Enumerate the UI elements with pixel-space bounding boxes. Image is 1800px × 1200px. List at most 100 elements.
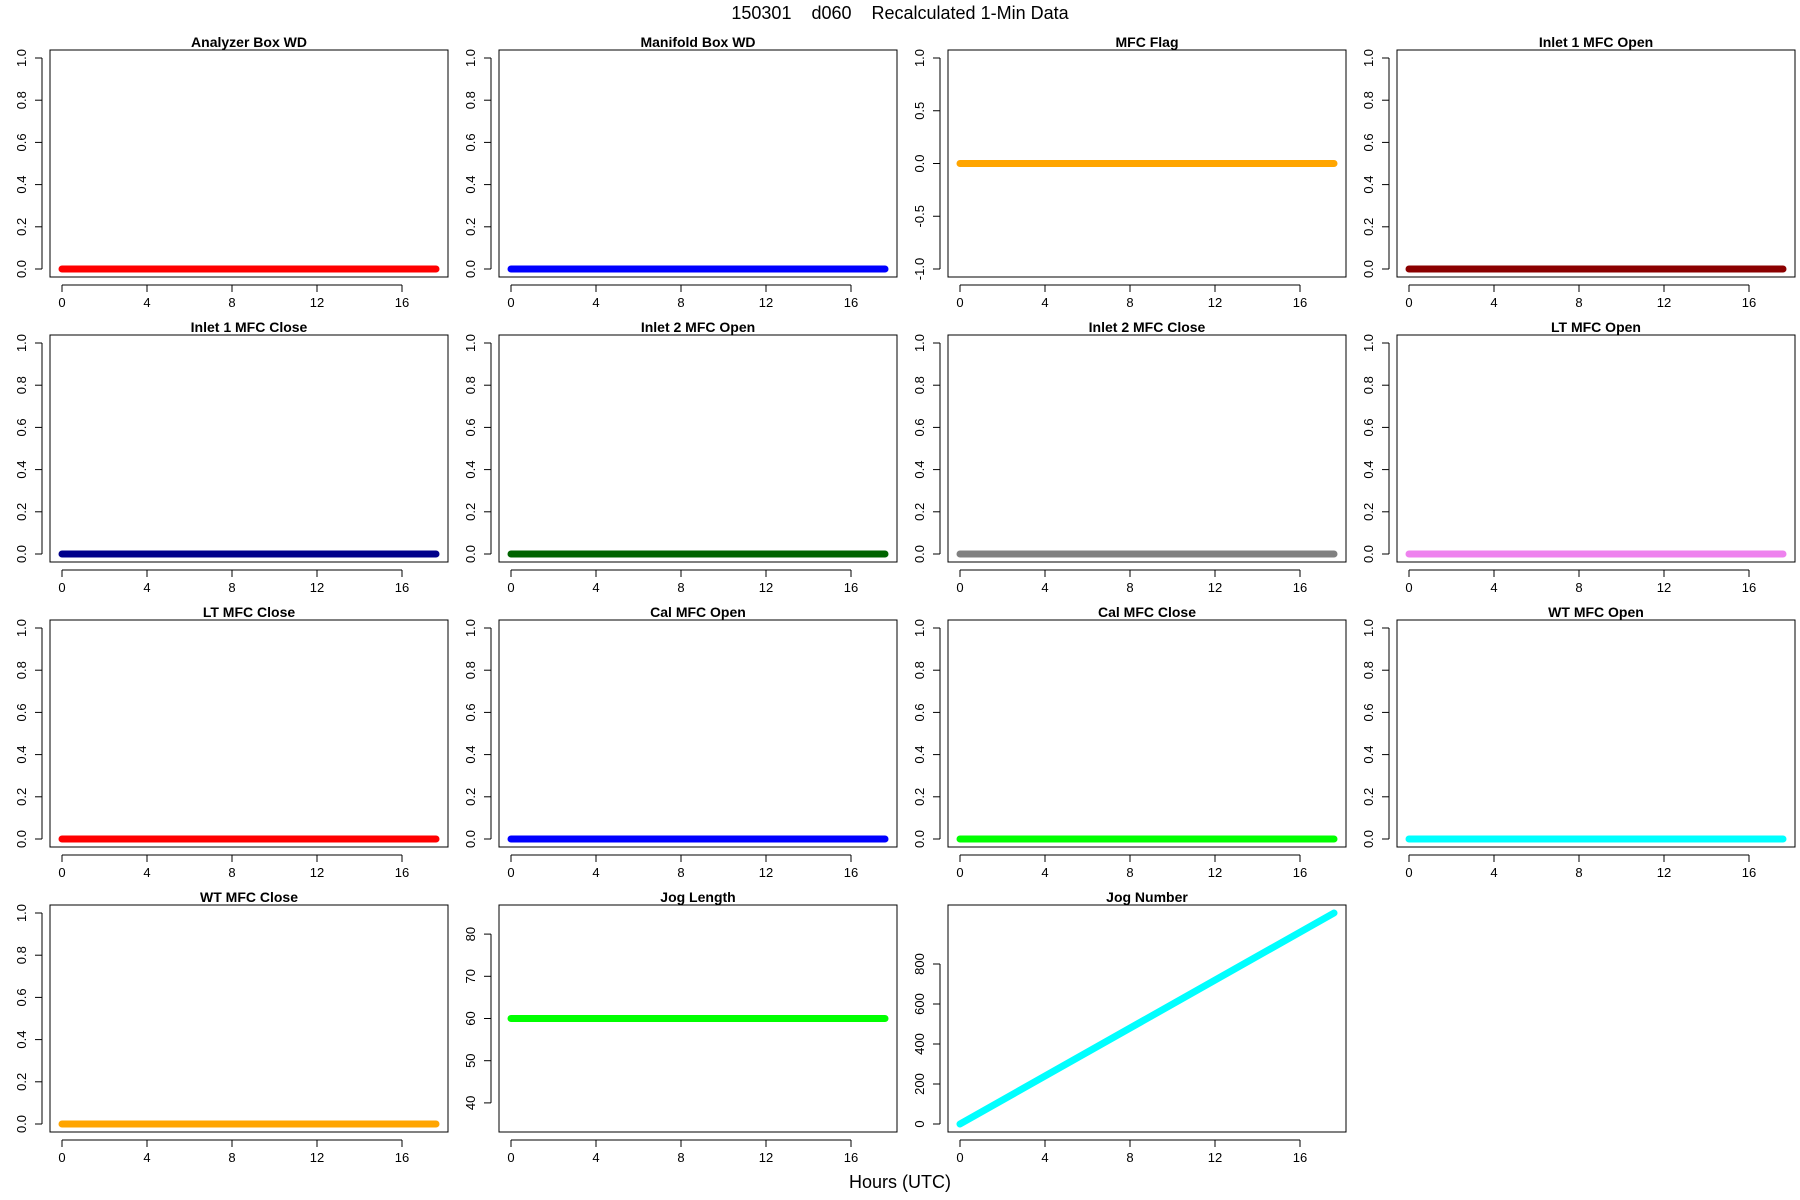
- y-tick-label: 0.8: [463, 661, 478, 679]
- y-tick-label: 0.2: [14, 788, 29, 806]
- y-tick-label: 0.4: [912, 746, 927, 764]
- y-tick-label: -1.0: [912, 258, 927, 280]
- x-tick-label: 0: [1405, 295, 1412, 310]
- y-tick-label: 0.8: [14, 661, 29, 679]
- x-tick-label: 12: [310, 295, 324, 310]
- y-tick-label: 0.0: [14, 545, 29, 563]
- x-tick-label: 12: [1657, 295, 1671, 310]
- x-tick-label: 4: [1490, 865, 1497, 880]
- y-tick-label: 0.6: [1361, 133, 1376, 151]
- y-tick-label: 0.4: [463, 176, 478, 194]
- y-tick-label: 0.6: [14, 703, 29, 721]
- x-tick-label: 0: [507, 580, 514, 595]
- panel-title: Inlet 2 MFC Close: [1089, 319, 1206, 335]
- panel: Cal MFC Open 0 4 8 12 16 0.0 0.2 0.4 0.6 0.8 1.0: [463, 604, 898, 880]
- x-tick-label: 4: [1490, 295, 1497, 310]
- x-tick-label: 12: [1208, 865, 1222, 880]
- panels-grid: Analyzer Box WD 0 4 8 12 16 0.0 0.2 0.4 0.6 0.8 1.0…: [14, 34, 1796, 1165]
- x-tick-label: 16: [844, 1150, 858, 1165]
- y-tick-label: 1.0: [1361, 619, 1376, 637]
- y-tick-label: 0.0: [14, 1115, 29, 1133]
- series-line: [956, 909, 1338, 1128]
- y-tick-label: 1.0: [14, 49, 29, 67]
- x-tick-label: 8: [228, 580, 235, 595]
- plot-frame: [498, 49, 898, 278]
- x-tick-label: 16: [1742, 295, 1756, 310]
- x-tick-label: 8: [1126, 865, 1133, 880]
- plot-frame: [49, 334, 449, 563]
- x-tick-label: 16: [844, 580, 858, 595]
- x-tick-label: 0: [1405, 580, 1412, 595]
- panel: Inlet 2 MFC Open 0 4 8 12 16 0.0 0.2 0.4 0.6 0.8 1.…: [463, 319, 898, 595]
- panel-title: WT MFC Open: [1548, 604, 1644, 620]
- x-tick-label: 8: [1126, 580, 1133, 595]
- x-tick-label: 4: [1041, 580, 1048, 595]
- y-tick-label: 0.0: [912, 545, 927, 563]
- x-tick-label: 12: [1208, 1150, 1222, 1165]
- panel: LT MFC Open 0 4 8 12 16 0.0 0.2 0.4 0.6 0.8 1.0: [1361, 319, 1796, 595]
- x-tick-label: 8: [1575, 295, 1582, 310]
- plot-frame: [947, 334, 1347, 563]
- x-tick-label: 4: [592, 295, 599, 310]
- x-tick-label: 0: [58, 1150, 65, 1165]
- x-tick-label: 16: [1293, 580, 1307, 595]
- y-tick-label: 0.0: [463, 545, 478, 563]
- y-tick-label: -0.5: [912, 205, 927, 227]
- panel: Inlet 2 MFC Close 0 4 8 12 16 0.0 0.2 0.4 0.6 0.8 1…: [912, 319, 1347, 595]
- x-tick-label: 8: [677, 1150, 684, 1165]
- plot-frame: [1396, 334, 1796, 563]
- x-tick-label: 4: [592, 865, 599, 880]
- x-tick-label: 12: [1208, 580, 1222, 595]
- y-tick-label: 0.8: [14, 376, 29, 394]
- y-tick-label: 0.2: [463, 788, 478, 806]
- plot-frame: [498, 904, 898, 1133]
- x-tick-label: 12: [759, 295, 773, 310]
- x-tick-label: 12: [759, 580, 773, 595]
- y-tick-label: 70: [463, 969, 478, 983]
- y-tick-label: 1.0: [463, 49, 478, 67]
- x-tick-label: 0: [956, 295, 963, 310]
- panel: Inlet 1 MFC Close 0 4 8 12 16 0.0 0.2 0.4 0.6 0.8 1…: [14, 319, 449, 595]
- y-tick-label: 0.2: [912, 788, 927, 806]
- y-tick-label: 0.4: [14, 461, 29, 479]
- x-tick-label: 4: [1041, 1150, 1048, 1165]
- y-tick-label: 0.5: [912, 102, 927, 120]
- x-tick-label: 12: [759, 865, 773, 880]
- x-tick-label: 8: [1575, 580, 1582, 595]
- x-tick-label: 16: [844, 295, 858, 310]
- x-tick-label: 4: [592, 1150, 599, 1165]
- y-tick-label: 1.0: [1361, 49, 1376, 67]
- y-tick-label: 0.0: [14, 830, 29, 848]
- x-tick-label: 0: [507, 295, 514, 310]
- y-tick-label: 1.0: [912, 619, 927, 637]
- y-tick-label: 0.4: [14, 1031, 29, 1049]
- y-tick-label: 0.8: [1361, 661, 1376, 679]
- plot-frame: [947, 904, 1347, 1133]
- y-tick-label: 50: [463, 1053, 478, 1067]
- x-tick-label: 0: [507, 865, 514, 880]
- x-tick-label: 12: [1657, 865, 1671, 880]
- x-tick-label: 8: [677, 580, 684, 595]
- x-tick-label: 4: [143, 865, 150, 880]
- y-tick-label: 0.0: [912, 154, 927, 172]
- panel-title: LT MFC Close: [203, 604, 296, 620]
- x-tick-label: 16: [1742, 865, 1756, 880]
- y-tick-label: 0.0: [14, 260, 29, 278]
- panel-title: Cal MFC Open: [650, 604, 746, 620]
- y-tick-label: 1.0: [14, 904, 29, 922]
- y-tick-label: 0.0: [1361, 545, 1376, 563]
- x-tick-label: 8: [1126, 295, 1133, 310]
- panel-title: Jog Number: [1106, 889, 1188, 905]
- y-tick-label: 1.0: [14, 619, 29, 637]
- panel-title: Cal MFC Close: [1098, 604, 1196, 620]
- x-tick-label: 0: [1405, 865, 1412, 880]
- panel: MFC Flag 0 4 8 12 16 -1.0 -0.5 0.0 0.5 1.0: [912, 34, 1347, 310]
- x-tick-label: 0: [58, 295, 65, 310]
- x-tick-label: 12: [310, 865, 324, 880]
- y-tick-label: 0.6: [1361, 703, 1376, 721]
- plot-frame: [947, 49, 1347, 278]
- y-tick-label: 0.4: [463, 461, 478, 479]
- panel: Jog Length 0 4 8 12 16 40 50 60 70 80: [463, 889, 898, 1165]
- panel: WT MFC Close 0 4 8 12 16 0.0 0.2 0.4 0.6 0.8 1.0: [14, 889, 449, 1165]
- panel-title: Analyzer Box WD: [191, 34, 307, 50]
